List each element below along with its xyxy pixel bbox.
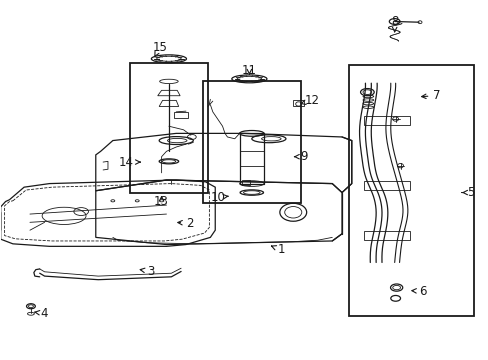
Bar	[130, 63, 207, 193]
Bar	[203, 81, 300, 203]
Text: 9: 9	[294, 150, 307, 163]
Text: 2: 2	[178, 216, 193, 230]
Text: 11: 11	[242, 64, 256, 77]
Text: 12: 12	[301, 94, 319, 107]
Text: 5: 5	[461, 186, 474, 199]
Text: 6: 6	[411, 285, 426, 298]
Text: 15: 15	[152, 41, 167, 57]
Bar	[348, 65, 473, 316]
Text: 14: 14	[119, 156, 140, 168]
Text: 7: 7	[421, 89, 440, 102]
Text: 8: 8	[390, 15, 398, 32]
Text: 4: 4	[35, 307, 48, 320]
Text: 10: 10	[210, 191, 227, 204]
Text: 3: 3	[140, 265, 154, 278]
Text: 13: 13	[154, 195, 169, 208]
Text: 1: 1	[271, 243, 284, 256]
